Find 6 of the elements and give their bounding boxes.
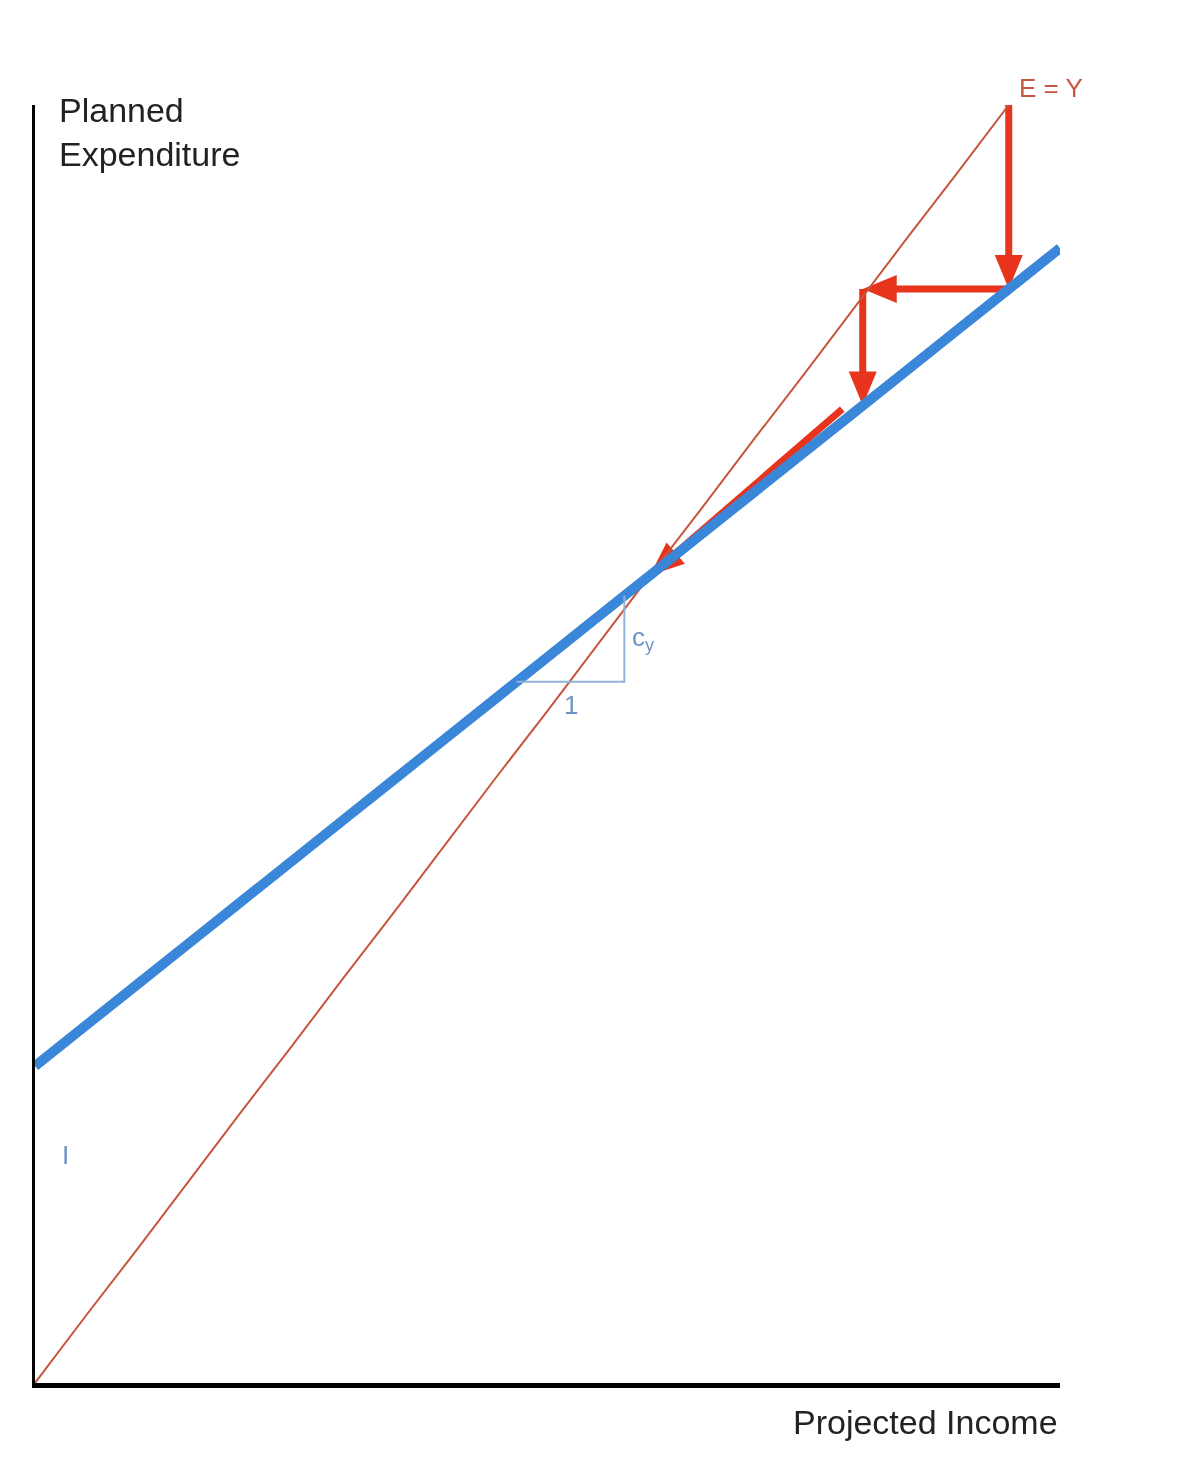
x-axis-title: Projected Income bbox=[793, 1403, 1058, 1441]
annotation: c$_{y}$ bbox=[632, 622, 655, 656]
annotation: 1 bbox=[564, 690, 579, 720]
series-label: E = Y bbox=[1019, 73, 1083, 103]
y-axis-title: Planned Expenditure bbox=[59, 91, 241, 174]
annotation: I bbox=[62, 1140, 70, 1170]
